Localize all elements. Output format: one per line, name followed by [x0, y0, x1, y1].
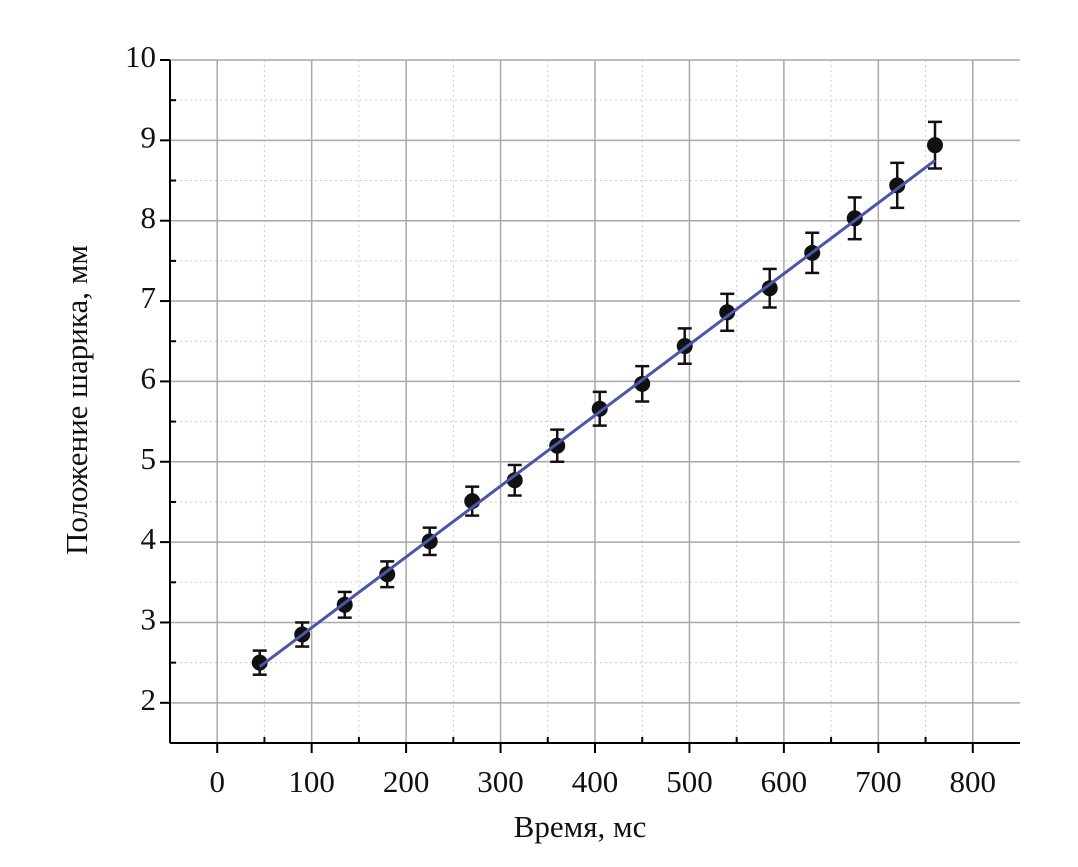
y-tick-label: 10 — [125, 39, 156, 74]
x-tick-label: 800 — [950, 764, 997, 799]
point — [251, 654, 268, 671]
point — [506, 472, 523, 489]
y-axis-label: Положение шарика, мм — [59, 245, 94, 555]
x-tick-label: 0 — [209, 764, 225, 799]
point — [591, 400, 608, 417]
x-axis-label: Время, мс — [514, 809, 647, 844]
y-tick-label: 7 — [141, 280, 157, 315]
y-tick-label: 5 — [141, 441, 157, 476]
x-tick-label: 400 — [572, 764, 619, 799]
y-tick-label: 2 — [141, 682, 157, 717]
y-tick-label: 4 — [141, 521, 157, 556]
point — [889, 177, 906, 194]
fit-line — [258, 159, 936, 668]
y-tick-label: 8 — [141, 200, 157, 235]
point — [927, 137, 943, 154]
point — [634, 375, 651, 392]
x-tick-label: 200 — [383, 764, 430, 799]
point — [761, 280, 778, 297]
x-tick-label: 600 — [761, 764, 808, 799]
x-tick-label: 700 — [855, 764, 902, 799]
x-tick-label: 500 — [666, 764, 713, 799]
y-tick-label: 3 — [141, 602, 157, 637]
x-tick-label: 300 — [477, 764, 524, 799]
y-tick-label: 9 — [141, 119, 157, 154]
point — [379, 566, 396, 583]
x-tick-label: 100 — [288, 764, 335, 799]
y-tick-label: 6 — [141, 361, 157, 396]
point — [719, 304, 736, 321]
